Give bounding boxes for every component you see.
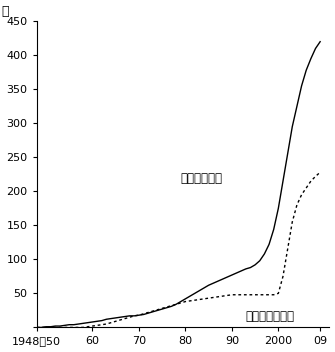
- Text: 全ての協定数: 全ての協定数: [181, 171, 223, 184]
- Text: 活動中の協定数: 活動中の協定数: [246, 310, 295, 323]
- Text: 件: 件: [2, 5, 9, 18]
